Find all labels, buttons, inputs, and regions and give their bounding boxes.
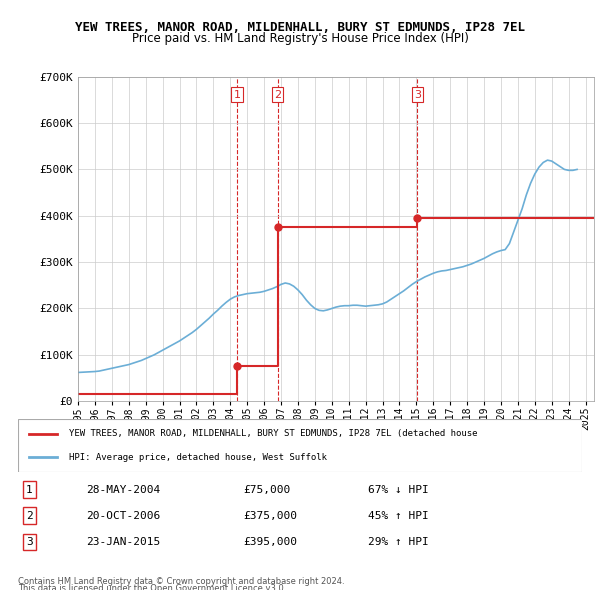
Text: 2: 2	[274, 90, 281, 100]
Text: 1: 1	[26, 484, 32, 494]
Text: £75,000: £75,000	[244, 484, 291, 494]
FancyBboxPatch shape	[18, 419, 582, 472]
Text: 67% ↓ HPI: 67% ↓ HPI	[368, 484, 428, 494]
Text: 3: 3	[414, 90, 421, 100]
Text: Contains HM Land Registry data © Crown copyright and database right 2024.: Contains HM Land Registry data © Crown c…	[18, 577, 344, 586]
Text: YEW TREES, MANOR ROAD, MILDENHALL, BURY ST EDMUNDS, IP28 7EL: YEW TREES, MANOR ROAD, MILDENHALL, BURY …	[75, 21, 525, 34]
Text: 1: 1	[233, 90, 241, 100]
Text: HPI: Average price, detached house, West Suffolk: HPI: Average price, detached house, West…	[69, 453, 327, 461]
Text: This data is licensed under the Open Government Licence v3.0.: This data is licensed under the Open Gov…	[18, 584, 286, 590]
Text: 23-JAN-2015: 23-JAN-2015	[86, 537, 160, 547]
Text: Price paid vs. HM Land Registry's House Price Index (HPI): Price paid vs. HM Land Registry's House …	[131, 32, 469, 45]
Text: 2: 2	[26, 511, 32, 521]
Text: YEW TREES, MANOR ROAD, MILDENHALL, BURY ST EDMUNDS, IP28 7EL (detached house: YEW TREES, MANOR ROAD, MILDENHALL, BURY …	[69, 430, 477, 438]
Text: 20-OCT-2006: 20-OCT-2006	[86, 511, 160, 521]
Text: 45% ↑ HPI: 45% ↑ HPI	[368, 511, 428, 521]
Text: £375,000: £375,000	[244, 511, 298, 521]
Text: £395,000: £395,000	[244, 537, 298, 547]
Text: 29% ↑ HPI: 29% ↑ HPI	[368, 537, 428, 547]
Text: 28-MAY-2004: 28-MAY-2004	[86, 484, 160, 494]
Text: 3: 3	[26, 537, 32, 547]
